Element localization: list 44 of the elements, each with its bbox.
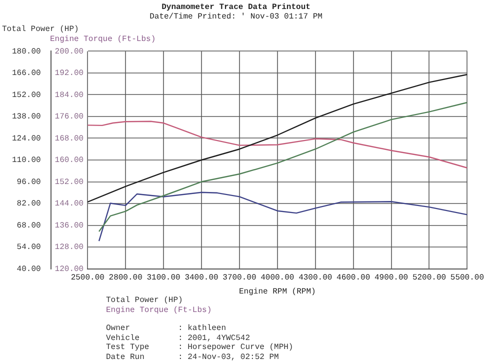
- y-tick-label: 110.00: [12, 156, 41, 166]
- text: Total Power (HP): [106, 296, 184, 306]
- y2-tick-label: 160.00: [54, 156, 84, 166]
- x-tick-label: 4300.00: [298, 274, 332, 283]
- x-tick-label: 3700.00: [222, 274, 256, 283]
- x-tick-label: 2800.00: [108, 274, 143, 283]
- x-tick-label: 2500.00: [70, 274, 105, 283]
- y2-tick-label: 144.00: [54, 200, 84, 209]
- y2-tick-label: 184.00: [54, 90, 84, 100]
- text: Owner : kathleen: [106, 324, 228, 334]
- y2-tick-label: 200.00: [54, 47, 84, 56]
- y-tick-label: 138.00: [12, 112, 41, 122]
- y2-tick-label: 128.00: [54, 243, 84, 252]
- y-tick-label: 152.00: [12, 90, 41, 100]
- y2-tick-label: 176.00: [54, 112, 84, 122]
- y-tick-label: 124.00: [12, 134, 41, 144]
- chart-title: Dynamometer Trace Data Printout: [162, 2, 311, 12]
- x-tick-label: 4600.00: [336, 274, 370, 283]
- x-tick-label: 5200.00: [412, 274, 446, 283]
- text: Engine Torque (Ft-Lbs): [106, 306, 213, 315]
- y-tick-label: 96.00: [16, 178, 41, 187]
- y-axis-title: Total Power (HP): [2, 25, 79, 34]
- y2-tick-label: 136.00: [54, 221, 84, 230]
- y-tick-label: 166.00: [12, 69, 41, 78]
- text: Test Type : Horsepower Curve (MPH): [106, 343, 294, 352]
- y-tick-label: 82.00: [16, 200, 41, 209]
- x-tick-label: 4900.00: [374, 274, 408, 283]
- y2-tick-label: 120.00: [54, 264, 84, 274]
- text: Vehicle : 2001, 4YWC542: [106, 334, 252, 343]
- y2-tick-label: 168.00: [54, 134, 84, 144]
- chart-subtitle: Date/Time Printed: ' Nov-03 01:17 PM: [150, 12, 323, 22]
- x-axis-title: Engine RPM (RPM): [238, 287, 316, 296]
- x-tick-label: 4000.00: [260, 274, 294, 283]
- y-tick-label: 54.00: [16, 243, 41, 252]
- x-tick-label: 3100.00: [146, 274, 181, 283]
- y-tick-label: 68.00: [16, 221, 41, 230]
- y2-tick-label: 152.00: [54, 178, 84, 187]
- y2-tick-label: 192.00: [54, 69, 84, 78]
- y-tick-label: 180.00: [12, 47, 41, 56]
- x-tick-label: 3400.00: [184, 274, 218, 283]
- y2-axis-title: Engine Torque (Ft-Lbs): [50, 35, 156, 44]
- x-tick-label: 5500.00: [450, 274, 484, 283]
- y-tick-label: 40.00: [16, 264, 41, 274]
- text: Date Run : 24-Nov-03, 02:52 PM: [106, 352, 280, 362]
